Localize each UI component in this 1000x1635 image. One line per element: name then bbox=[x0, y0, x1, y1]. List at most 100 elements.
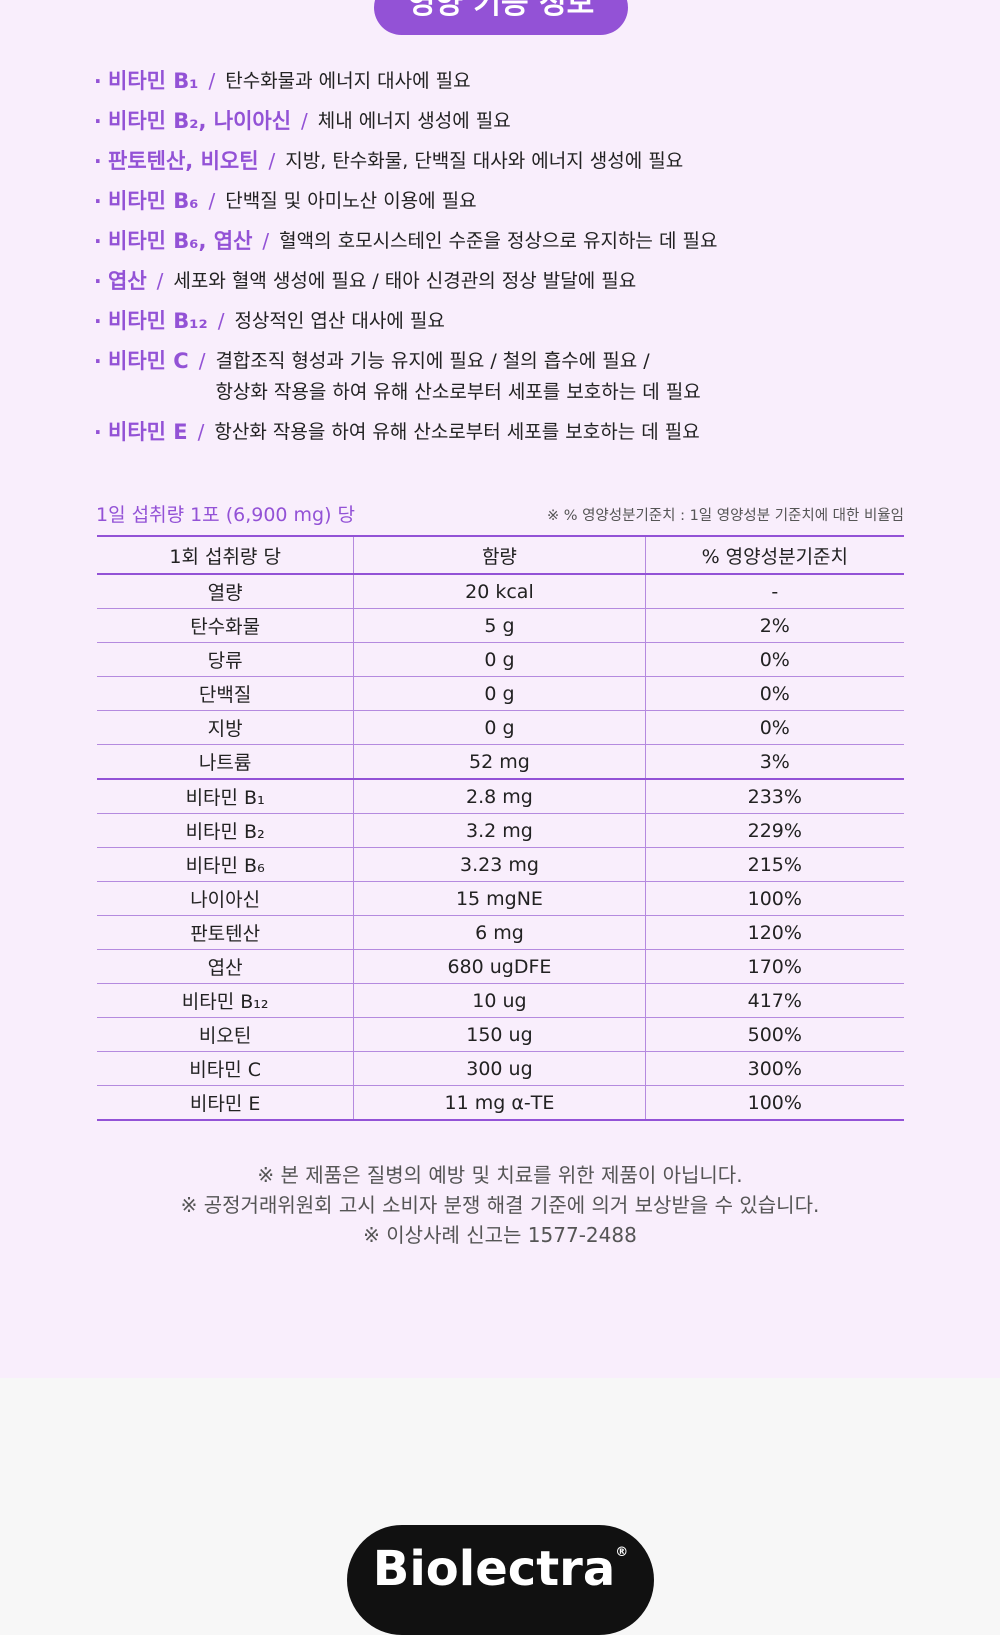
bullet-dot: · bbox=[94, 269, 102, 293]
brand-logo: Biolectra® bbox=[347, 1525, 654, 1635]
amount-cell: 0 g bbox=[353, 710, 646, 745]
table-row: 열량 20 kcal - bbox=[97, 574, 904, 609]
amount-cell: 2.8 mg bbox=[353, 779, 646, 814]
function-item: · 비타민 E / 항산화 작용을 하여 유해 산소로부터 세포를 보호하는 데 필요 bbox=[94, 417, 954, 448]
function-separator: / bbox=[198, 349, 206, 373]
function-separator: / bbox=[301, 109, 308, 133]
daily-value-cell: 229% bbox=[645, 813, 904, 848]
section-heading: 영양 기능 정보 bbox=[374, 0, 628, 35]
function-item: · 비타민 B₆ / 단백질 및 아미노산 이용에 필요 bbox=[94, 186, 954, 217]
bullet-dot: · bbox=[94, 189, 102, 213]
amount-cell: 5 g bbox=[353, 608, 646, 643]
table-row: 비타민 E 11 mg α-TE 100% bbox=[97, 1085, 904, 1121]
nutrient-name-cell: 나트륨 bbox=[97, 744, 355, 780]
table-row: 비오틴 150 ug 500% bbox=[97, 1017, 904, 1052]
daily-value-cell: 170% bbox=[645, 949, 904, 984]
function-item: · 판토텐산, 비오틴 / 지방, 탄수화물, 단백질 대사와 에너지 생성에 필요 bbox=[94, 146, 954, 177]
function-item: · 비타민 B₁ / 탄수화물과 에너지 대사에 필요 bbox=[94, 66, 954, 97]
bullet-dot: · bbox=[94, 309, 102, 333]
table-row: 단백질 0 g 0% bbox=[97, 676, 904, 711]
function-description: 혈액의 호모시스테인 수준을 정상으로 유지하는 데 필요 bbox=[279, 226, 717, 257]
function-description-line: 항상화 작용을 하여 유해 산소로부터 세포를 보호하는 데 필요 bbox=[215, 381, 701, 403]
bullet-dot: · bbox=[94, 149, 102, 173]
function-separator: / bbox=[262, 229, 270, 253]
daily-value-cell: 100% bbox=[645, 881, 904, 916]
nutrient-name-cell: 지방 bbox=[97, 710, 355, 745]
amount-cell: 3.23 mg bbox=[353, 847, 646, 882]
function-description: 탄수화물과 에너지 대사에 필요 bbox=[225, 66, 470, 97]
nutrient-name-cell: 비타민 B₆ bbox=[97, 847, 355, 882]
nutrient-name-cell: 판토텐산 bbox=[97, 915, 355, 950]
function-item: · 엽산 / 세포와 혈액 생성에 필요 / 태아 신경관의 정상 발달에 필요 bbox=[94, 266, 954, 297]
function-description-line: 항산화 작용을 하여 유해 산소로부터 세포를 보호하는 데 필요 bbox=[214, 421, 700, 443]
table-row: 당류 0 g 0% bbox=[97, 642, 904, 677]
function-nutrient-name: 비타민 E bbox=[108, 420, 188, 444]
daily-value-cell: - bbox=[645, 574, 904, 609]
header-serving: 1회 섭취량 당 bbox=[97, 535, 355, 575]
daily-value-cell: 500% bbox=[645, 1017, 904, 1052]
nutrient-name-cell: 열량 bbox=[97, 574, 355, 609]
table-row: 지방 0 g 0% bbox=[97, 710, 904, 745]
table-row: 비타민 B₁ 2.8 mg 233% bbox=[97, 779, 904, 814]
function-description: 항산화 작용을 하여 유해 산소로부터 세포를 보호하는 데 필요 bbox=[214, 417, 699, 448]
function-description-line: 세포와 혈액 생성에 필요 / 태아 신경관의 정상 발달에 필요 bbox=[173, 270, 637, 292]
table-row: 판토텐산 6 mg 120% bbox=[97, 915, 904, 950]
function-description: 체내 에너지 생성에 필요 bbox=[318, 106, 511, 137]
bullet-dot: · bbox=[94, 420, 102, 444]
amount-cell: 10 ug bbox=[353, 983, 646, 1018]
daily-value-cell: 417% bbox=[645, 983, 904, 1018]
function-description: 세포와 혈액 생성에 필요 / 태아 신경관의 정상 발달에 필요 bbox=[173, 266, 636, 297]
function-separator: / bbox=[268, 149, 276, 173]
nutrient-name-cell: 엽산 bbox=[97, 949, 355, 984]
function-list: · 비타민 B₁ / 탄수화물과 에너지 대사에 필요 · 비타민 B₂, 나이아신 / 체내… bbox=[94, 66, 954, 457]
nutrient-name-cell: 비오틴 bbox=[97, 1017, 355, 1052]
nutrient-name-cell: 당류 bbox=[97, 642, 355, 677]
daily-value-cell: 0% bbox=[645, 710, 904, 745]
nutrient-name-cell: 나이아신 bbox=[97, 881, 355, 916]
nutrient-name-cell: 비타민 B₁ bbox=[97, 779, 355, 814]
function-item: · 비타민 B₁₂ / 정상적인 엽산 대사에 필요 bbox=[94, 306, 954, 337]
function-description-line: 혈액의 호모시스테인 수준을 정상으로 유지하는 데 필요 bbox=[279, 230, 718, 252]
nutrient-name-cell: 비타민 C bbox=[97, 1051, 355, 1086]
amount-cell: 0 g bbox=[353, 642, 646, 677]
registered-mark: ® bbox=[615, 1545, 629, 1560]
daily-value-cell: 100% bbox=[645, 1085, 904, 1121]
disclaimer-compensation: ※ 공정거래위원회 고시 소비자 분쟁 해결 기준에 의거 보상받을 수 있습니… bbox=[180, 1193, 820, 1217]
function-nutrient-name: 비타민 B₁ bbox=[108, 69, 199, 93]
function-separator: / bbox=[208, 69, 216, 93]
daily-value-cell: 215% bbox=[645, 847, 904, 882]
table-row: 탄수화물 5 g 2% bbox=[97, 608, 904, 643]
function-item: · 비타민 B₆, 엽산 / 혈액의 호모시스테인 수준을 정상으로 유지하는 데 필… bbox=[94, 226, 954, 257]
disclaimer-not-medicine: ※ 본 제품은 질병의 예방 및 치료를 위한 제품이 아닙니다. bbox=[257, 1163, 743, 1187]
nutrient-name-cell: 비타민 E bbox=[97, 1085, 355, 1121]
header-amount: 함량 bbox=[353, 535, 646, 575]
amount-cell: 300 ug bbox=[353, 1051, 646, 1086]
function-description: 단백질 및 아미노산 이용에 필요 bbox=[225, 186, 476, 217]
nutrition-info-panel: 영양 기능 정보 · 비타민 B₁ / 탄수화물과 에너지 대사에 필요 · 비타민 B₂… bbox=[94, 0, 954, 1247]
disclaimer-report-number: ※ 이상사례 신고는 1577-2488 bbox=[363, 1223, 637, 1247]
function-nutrient-name: 비타민 B₁₂ bbox=[108, 309, 208, 333]
function-separator: / bbox=[208, 189, 216, 213]
table-row: 엽산 680 ugDFE 170% bbox=[97, 949, 904, 984]
amount-cell: 6 mg bbox=[353, 915, 646, 950]
amount-cell: 20 kcal bbox=[353, 574, 646, 609]
nutrient-name-cell: 단백질 bbox=[97, 676, 355, 711]
table-row: 나이아신 15 mgNE 100% bbox=[97, 881, 904, 916]
daily-value-cell: 3% bbox=[645, 744, 904, 780]
amount-cell: 150 ug bbox=[353, 1017, 646, 1052]
nutrient-name-cell: 비타민 B₁₂ bbox=[97, 983, 355, 1018]
function-description-line: 지방, 탄수화물, 단백질 대사와 에너지 생성에 필요 bbox=[285, 150, 684, 172]
bullet-dot: · bbox=[94, 349, 102, 373]
function-separator: / bbox=[217, 309, 225, 333]
function-description-line: 단백질 및 아미노산 이용에 필요 bbox=[225, 190, 477, 212]
nutrient-name-cell: 탄수화물 bbox=[97, 608, 355, 643]
table-header-row: 1회 섭취량 당 함량 % 영양성분기준치 bbox=[97, 535, 904, 575]
table-caption: 1일 섭취량 1포 (6,900 mg) 당 bbox=[96, 504, 356, 526]
daily-value-cell: 233% bbox=[645, 779, 904, 814]
function-description: 지방, 탄수화물, 단백질 대사와 에너지 생성에 필요 bbox=[285, 146, 683, 177]
nutrient-name-cell: 비타민 B₂ bbox=[97, 813, 355, 848]
bullet-dot: · bbox=[94, 69, 102, 93]
function-description: 정상적인 엽산 대사에 필요 bbox=[234, 306, 444, 337]
